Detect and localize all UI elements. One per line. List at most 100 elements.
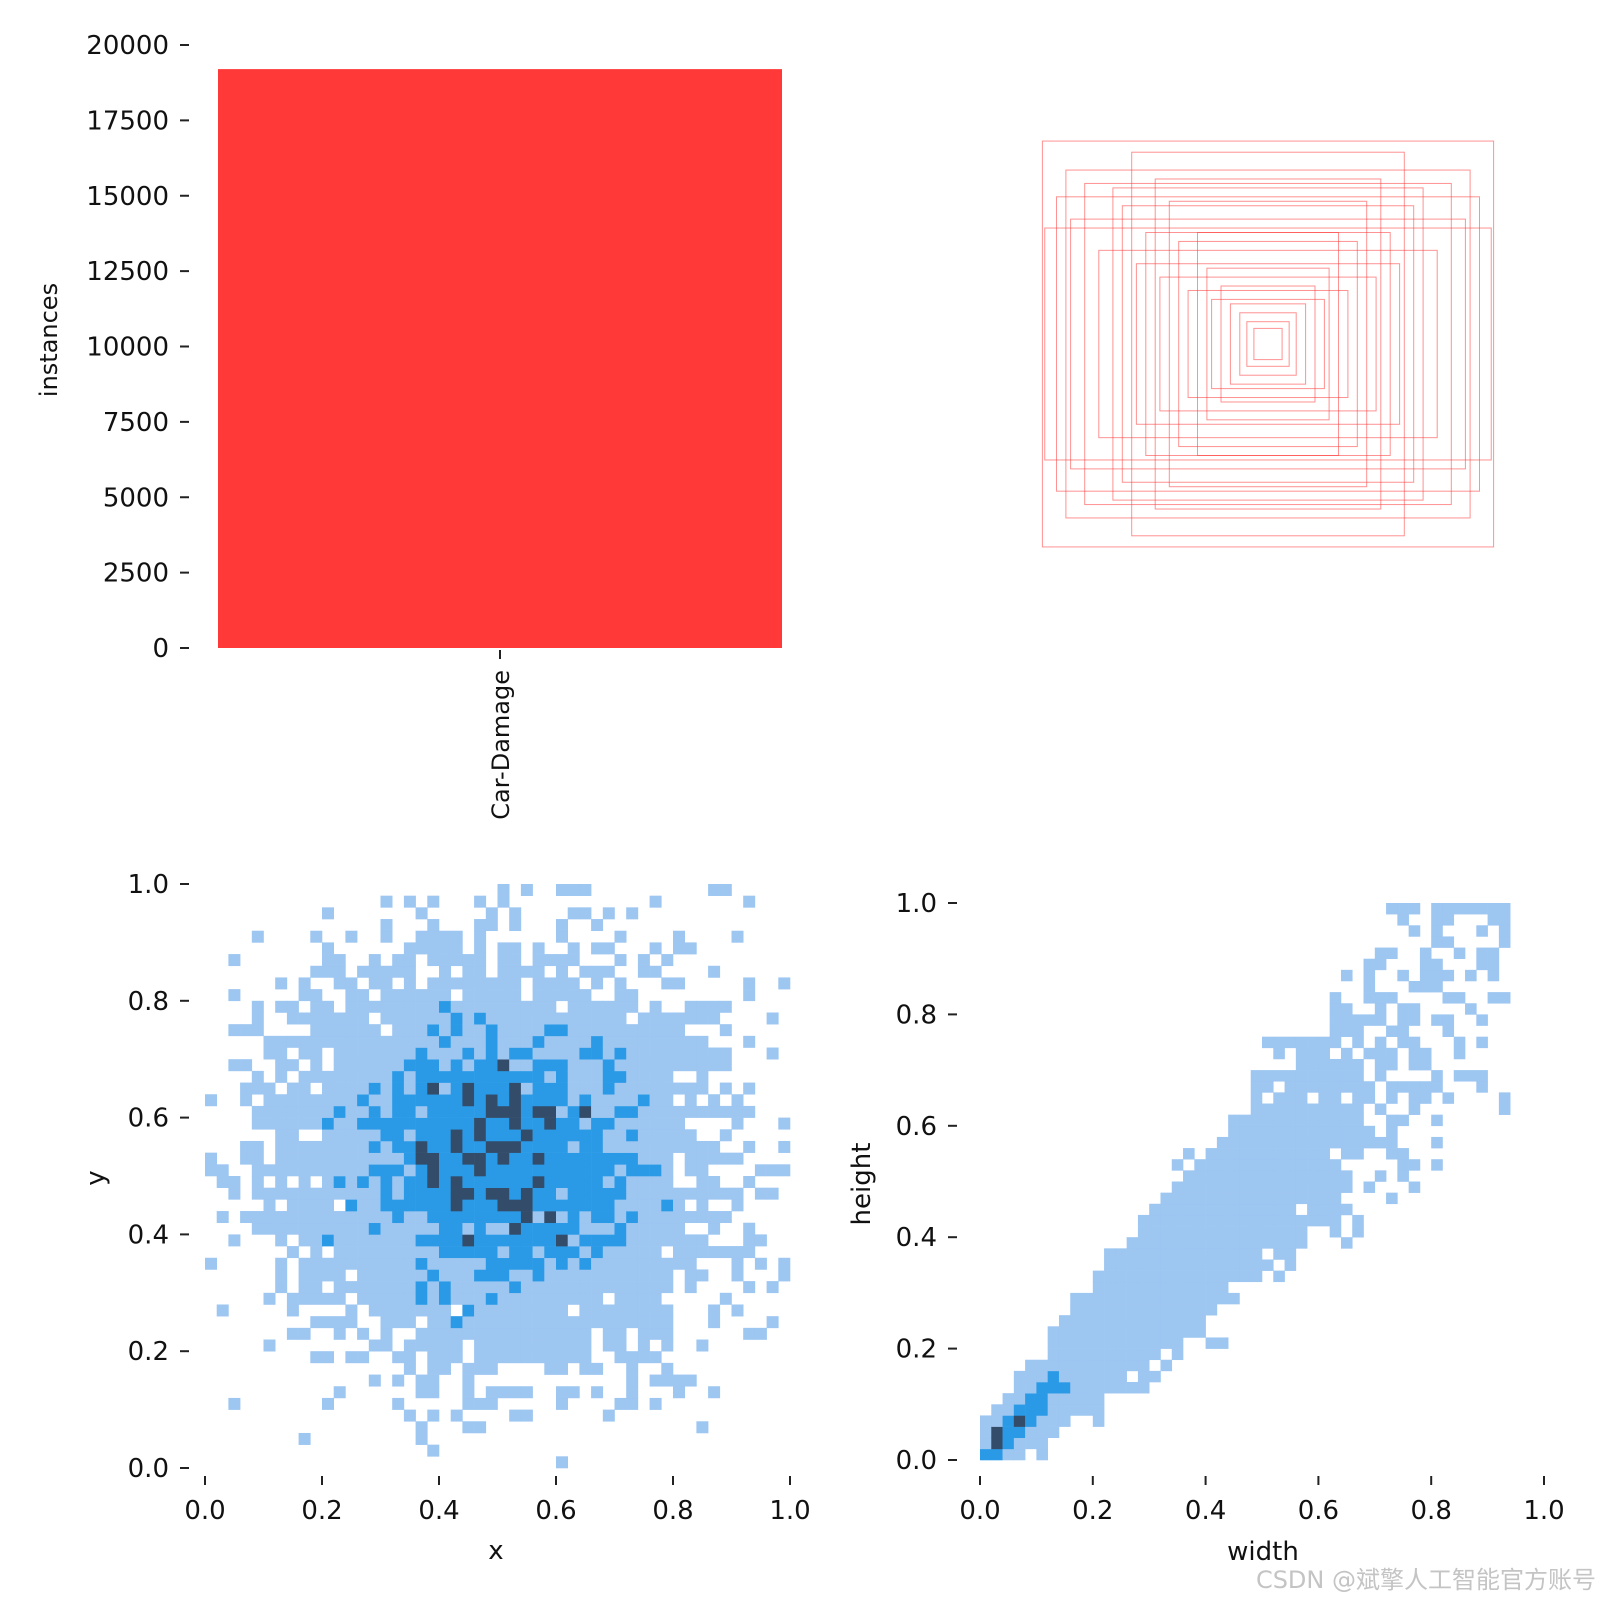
heatmap-cell: [1216, 1248, 1229, 1260]
heatmap-cell: [216, 1164, 229, 1177]
heatmap-cell: [1149, 1348, 1161, 1361]
heatmap-cell: [1081, 1315, 1094, 1327]
heatmap-cell: [684, 1234, 697, 1247]
heatmap-cell: [485, 1327, 498, 1340]
heatmap-cell: [1476, 947, 1488, 959]
heatmap-cell: [520, 1129, 533, 1142]
heatmap-cell: [556, 1176, 568, 1188]
heatmap-cell: [322, 1082, 334, 1095]
heatmap-cell: [579, 1129, 592, 1142]
heatmap-cell: [1262, 1148, 1274, 1160]
heatmap-cell: [626, 1234, 639, 1247]
heatmap-cell: [991, 1448, 1003, 1461]
heatmap-cell: [1194, 1159, 1206, 1171]
heatmap-cell: [251, 930, 264, 943]
heatmap-cell: [556, 1140, 568, 1153]
heatmap-cell: [1183, 1259, 1195, 1271]
heatmap-cell: [602, 1164, 615, 1177]
heatmap-cell: [556, 1211, 568, 1224]
heatmap-cell: [1329, 1170, 1342, 1182]
heatmap-cell: [591, 1129, 604, 1142]
heatmap-cell: [520, 1339, 533, 1352]
heatmap-cell: [579, 1152, 592, 1165]
heatmap-cell: [509, 1304, 522, 1317]
heatmap-cell: [1126, 1270, 1139, 1283]
heatmap-cell: [1058, 1315, 1071, 1327]
heatmap-cell: [509, 1164, 522, 1177]
heatmap-cell: [708, 1105, 721, 1118]
heatmap-cell: [485, 1362, 498, 1375]
heatmap-cell: [497, 1082, 510, 1095]
heatmap-cell: [357, 1269, 370, 1282]
heatmap-cell: [439, 1082, 451, 1095]
heatmap-cell: [286, 1140, 299, 1153]
heatmap-cell: [1374, 947, 1387, 959]
heatmap-cell: [427, 1444, 440, 1457]
x-tick-label: 0.0: [959, 1496, 1000, 1526]
heatmap-cell: [1002, 1426, 1015, 1439]
heatmap-cell: [520, 1281, 533, 1294]
heatmap-cell: [392, 1304, 405, 1317]
heatmap-cell: [602, 1082, 615, 1095]
heatmap-cell: [1352, 1148, 1364, 1160]
bounding-box: [1229, 303, 1307, 385]
heatmap-cell: [1295, 1081, 1308, 1093]
heatmap-cell: [345, 1024, 358, 1037]
heatmap-cell: [684, 1374, 697, 1387]
heatmap-cell: [485, 1397, 498, 1410]
heatmap-cell: [357, 1129, 370, 1142]
heatmap-cell: [310, 1292, 323, 1305]
heatmap-cell: [591, 1035, 604, 1048]
heatmap-cell: [1228, 1214, 1240, 1227]
heatmap-cell: [298, 1117, 311, 1130]
heatmap-cell: [1070, 1370, 1082, 1383]
heatmap-cell: [1340, 1114, 1353, 1127]
heatmap-cell: [1284, 1092, 1297, 1104]
heatmap-cell: [474, 919, 487, 932]
heatmap-cell: [392, 1176, 405, 1188]
heatmap-cell: [1284, 1170, 1297, 1182]
heatmap-cell: [743, 1140, 756, 1153]
heatmap-cell: [450, 1327, 463, 1340]
heatmap-cell: [661, 1176, 674, 1188]
heatmap-cell: [427, 977, 440, 990]
heatmap-cell: [1036, 1415, 1048, 1427]
heatmap-cell: [673, 930, 685, 943]
bounding-box: [1187, 289, 1349, 399]
heatmap-cell: [485, 1316, 498, 1329]
heatmap-cell: [708, 1304, 721, 1317]
heatmap-cell: [1137, 1226, 1150, 1238]
heatmap-cell: [1104, 1304, 1116, 1316]
heatmap-cell: [427, 1000, 440, 1013]
heatmap-cell: [731, 1117, 744, 1130]
y-tick-label: 0.2: [128, 1337, 169, 1367]
heatmap-cell: [509, 942, 522, 955]
heatmap-cell: [392, 1269, 405, 1282]
heatmap-cell: [1228, 1181, 1240, 1193]
heatmap-cell: [1194, 1203, 1206, 1216]
heatmap-cell: [403, 1362, 416, 1375]
heatmap-cell: [450, 1129, 463, 1142]
heatmap-cell: [310, 1199, 323, 1212]
heatmap-cell: [1408, 1047, 1421, 1060]
heatmap-cell: [673, 1105, 685, 1118]
y-tick-label: 15000: [86, 182, 169, 212]
heatmap-cell: [637, 1012, 650, 1025]
heatmap-cell: [556, 1070, 568, 1083]
heatmap-cell: [556, 1456, 568, 1469]
heatmap-cell: [1295, 1214, 1308, 1227]
heatmap-cell: [1183, 1237, 1195, 1249]
heatmap-cell: [1250, 1181, 1263, 1193]
heatmap-cell: [1070, 1315, 1082, 1327]
heatmap-cell: [520, 1292, 533, 1305]
heatmap-cell: [579, 1117, 592, 1130]
heatmap-cell: [626, 1070, 639, 1083]
heatmap-cell: [544, 1222, 557, 1235]
heatmap-cell: [1352, 1125, 1364, 1138]
heatmap-cell: [392, 1152, 405, 1165]
heatmap-cell: [497, 1176, 510, 1188]
heatmap-cell: [1058, 1382, 1071, 1394]
heatmap-cell: [439, 1059, 451, 1072]
heatmap-cell: [275, 1211, 288, 1224]
